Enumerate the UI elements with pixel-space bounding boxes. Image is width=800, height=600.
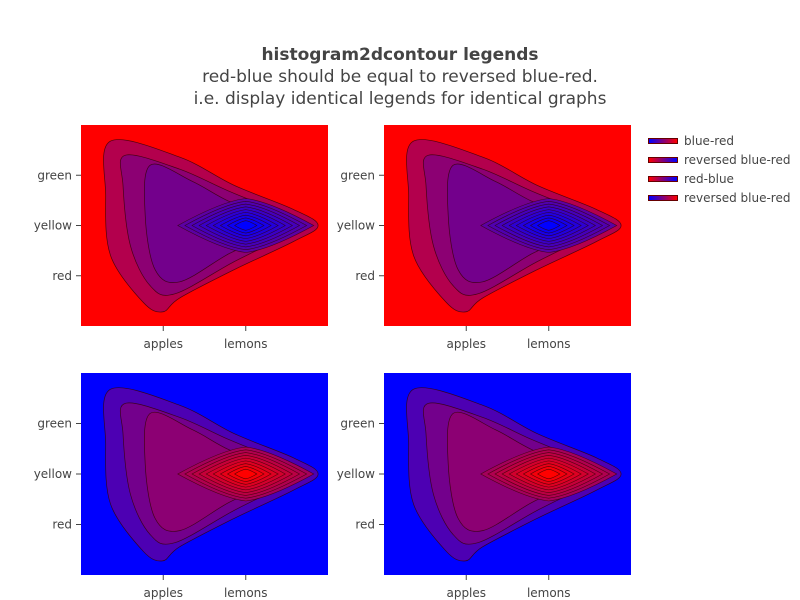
y-tick-label-green: green (340, 417, 375, 431)
legend-item-1[interactable]: blue-red (645, 131, 790, 150)
x-tick-label-lemons: lemons (224, 337, 268, 351)
title-subtitle-1: red-blue should be equal to reversed blu… (202, 67, 598, 87)
y-tick-label-red: red (355, 269, 375, 283)
x-tick-label-lemons: lemons (224, 586, 268, 600)
legend-item-4[interactable]: reversed blue-red (645, 188, 790, 207)
x-tick-label-apples: apples (446, 586, 486, 600)
x-tick-label-apples: apples (143, 586, 183, 600)
y-tick-label-red: red (52, 518, 72, 532)
y-tick-label-red: red (355, 518, 375, 532)
contour-peak-level-9 (537, 468, 561, 480)
title-main: histogram2dcontour legends (261, 45, 539, 65)
x-tick-label-lemons: lemons (527, 586, 571, 600)
y-tick-label-yellow: yellow (34, 219, 72, 233)
subplot-3: red yellow green apples lemons (34, 373, 328, 600)
x-tick-label-lemons: lemons (527, 337, 571, 351)
legend-label: blue-red (684, 133, 734, 148)
x-tick-label-apples: apples (446, 337, 486, 351)
legend-swatch (648, 137, 678, 144)
title-subtitle-2: i.e. display identical legends for ident… (193, 89, 607, 109)
x-tick-label-apples: apples (143, 337, 183, 351)
legend-swatch (648, 194, 678, 201)
legend-label: reversed blue-red (684, 190, 791, 205)
legend-label: reversed blue-red (684, 152, 791, 167)
contour-peak-level-9 (537, 220, 561, 231)
legend-label: red-blue (684, 171, 734, 186)
subplot-2: red yellow green apples lemons (337, 125, 631, 351)
legend: blue-red reversed blue-red red-blue reverse… (645, 131, 790, 207)
subplot-4: red yellow green apples lemons (337, 373, 631, 600)
contour-peak-level-9 (234, 220, 258, 231)
y-tick-label-green: green (37, 417, 72, 431)
legend-item-2[interactable]: reversed blue-red (645, 150, 790, 169)
legend-swatch (648, 175, 678, 182)
y-tick-label-red: red (52, 269, 72, 283)
legend-item-3[interactable]: red-blue (645, 169, 790, 188)
y-tick-label-yellow: yellow (337, 219, 375, 233)
y-tick-label-yellow: yellow (34, 467, 72, 481)
y-tick-label-yellow: yellow (337, 467, 375, 481)
y-tick-label-green: green (37, 168, 72, 182)
legend-swatch (648, 156, 678, 163)
contour-peak-level-9 (234, 468, 258, 480)
chart-title: histogram2dcontour legends red-blue shou… (0, 44, 800, 110)
subplot-1: red yellow green apples lemons (34, 125, 328, 351)
y-tick-label-green: green (340, 168, 375, 182)
